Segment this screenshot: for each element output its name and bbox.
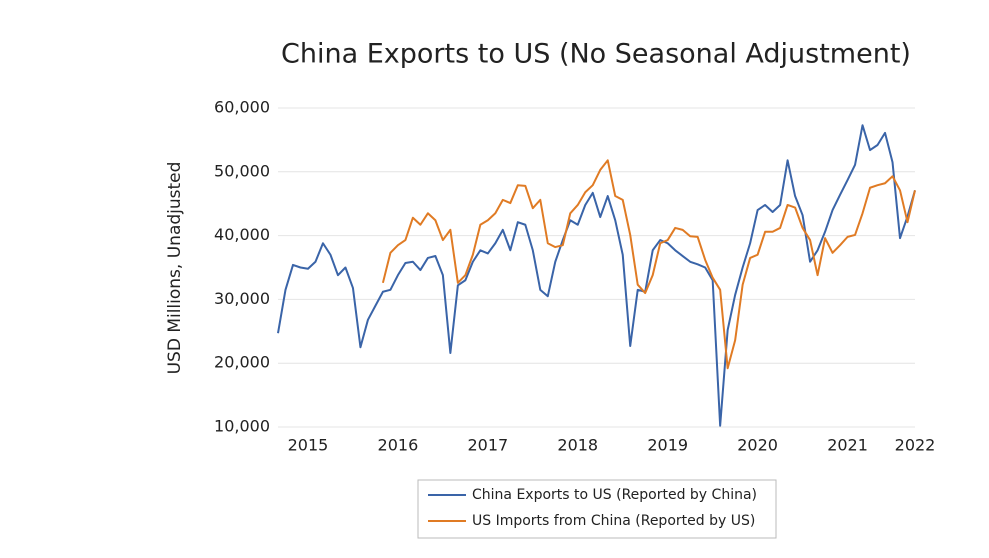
- chart-title: China Exports to US (No Seasonal Adjustm…: [281, 39, 911, 70]
- legend-label: China Exports to US (Reported by China): [472, 487, 757, 503]
- y-axis-label: USD Millions, Unadjusted: [165, 162, 185, 375]
- x-tick-label: 2017: [467, 436, 508, 455]
- x-tick-label: 2021: [827, 436, 868, 455]
- x-tick-label: 2019: [647, 436, 688, 455]
- x-tick-label: 2018: [557, 436, 598, 455]
- y-tick-label: 10,000: [214, 417, 270, 436]
- series-line: [381, 159, 916, 370]
- y-tick-label: 50,000: [214, 161, 270, 180]
- x-tick-label: 2020: [737, 436, 778, 455]
- x-tick-label: 2015: [288, 436, 329, 455]
- series-line: [277, 124, 916, 427]
- y-tick-label: 20,000: [214, 353, 270, 372]
- x-tick-label: 2016: [378, 436, 419, 455]
- legend: [417, 479, 777, 539]
- legend-label: US Imports from China (Reported by US): [472, 513, 755, 529]
- x-tick-label: 2022: [895, 436, 936, 455]
- y-tick-label: 60,000: [214, 98, 270, 117]
- y-tick-label: 30,000: [214, 289, 270, 308]
- y-tick-label: 40,000: [214, 225, 270, 244]
